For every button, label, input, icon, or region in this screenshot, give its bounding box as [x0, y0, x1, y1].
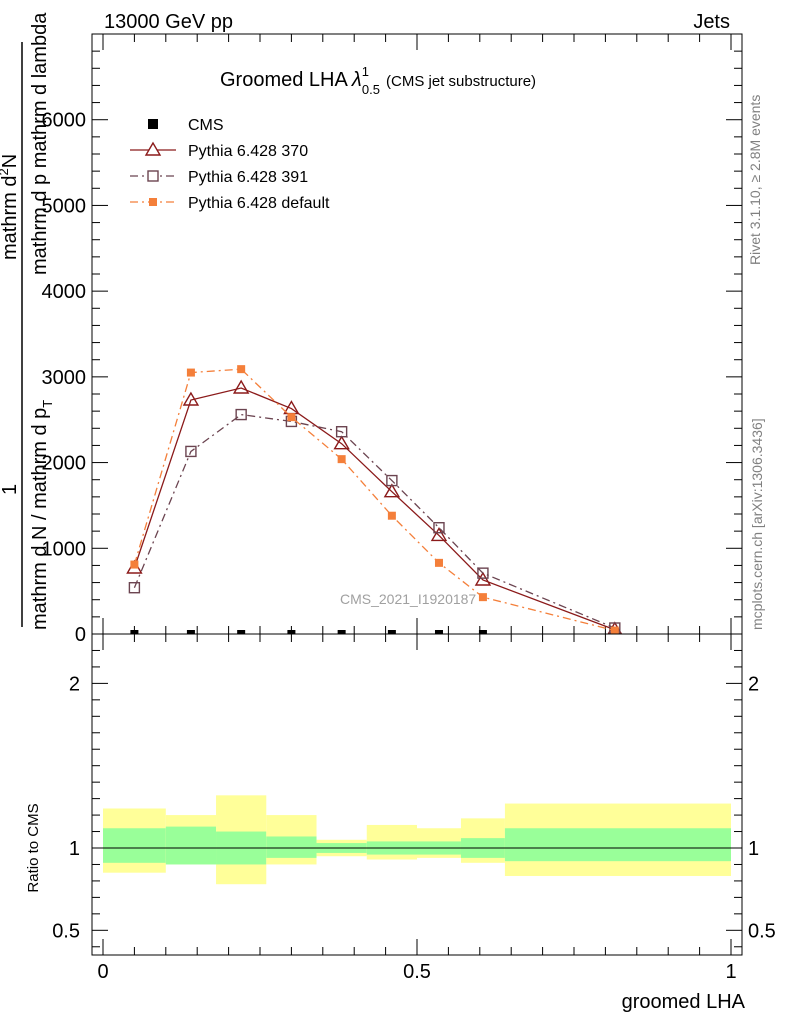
- legend-marker-filled: [149, 198, 157, 206]
- ratio-band-inner: [504, 828, 731, 862]
- legend-label: CMS: [188, 117, 224, 134]
- series-marker-triangle: [182, 391, 200, 406]
- ylabel-sub-T: T: [40, 400, 55, 408]
- series-marker-filled: [610, 626, 619, 635]
- title-suffix: (CMS jet substructure): [386, 73, 536, 90]
- y-tick-label: 1000: [42, 538, 87, 560]
- legend-label: Pythia 6.428 370: [188, 143, 308, 160]
- ratio-y-tick-label-left: 2: [69, 673, 80, 695]
- header-left: 13000 GeV pp: [104, 11, 233, 33]
- ratio-y-tick-label-left: 1: [69, 838, 80, 860]
- y-tick-label: 3000: [42, 367, 87, 389]
- series-marker-filled: [130, 560, 139, 569]
- x-tick-label: 0.5: [403, 961, 431, 983]
- series-marker-square: [185, 445, 197, 458]
- series-marker-square: [477, 567, 489, 579]
- legend-label: Pythia 6.428 391: [188, 169, 308, 186]
- ratio-band-inner: [103, 828, 166, 863]
- y-tick-label: 2000: [42, 453, 87, 475]
- series-line-1: [133, 387, 616, 631]
- ratio-frame: [91, 633, 743, 956]
- legend-marker-square: [147, 170, 159, 182]
- series-marker-square: [386, 474, 398, 487]
- x-tick-label: 1: [725, 961, 736, 983]
- series-marker-square: [335, 426, 348, 438]
- main-axis-ticks: 0 1000 2000 3000 4000 5000 6000: [42, 34, 742, 646]
- y-tick-label: 5000: [42, 195, 87, 217]
- legend-marker-triangle: [144, 141, 162, 156]
- plot-title: Groomed LHA λ1 0.5 (CMS jet substructure): [220, 64, 536, 97]
- x-tick-label: 0: [97, 961, 108, 983]
- series-marker-filled: [337, 455, 346, 464]
- title-main: Groomed LHA: [220, 69, 348, 91]
- mcplots-label: mcplots.cern.ch [arXiv:1306.3436]: [749, 418, 765, 630]
- ratio-band-inner: [165, 826, 217, 865]
- main-plot-area: [91, 33, 743, 635]
- ylabel-inner-num2: N: [0, 154, 21, 168]
- series-marker-filled: [287, 413, 296, 422]
- main-ylabel: mathrm d N / mathrm d pT 1 mathrm d2N ma…: [0, 12, 55, 630]
- y-tick-label: 4000: [42, 281, 87, 303]
- ylabel-outer-num: 1: [0, 484, 21, 495]
- legend-marker-cms: [148, 119, 158, 129]
- ratio-y-tick-label-right: 0.5: [748, 920, 776, 942]
- title-sub: 0.5: [362, 82, 380, 97]
- title-symbol: λ: [351, 69, 362, 91]
- y-tick-label: 6000: [42, 110, 87, 132]
- ratio-bands: [91, 633, 743, 956]
- header-right: Jets: [693, 11, 730, 33]
- legend-label: Pythia 6.428 default: [188, 195, 330, 212]
- ylabel-outer-den: mathrm d N / mathrm d p: [29, 408, 51, 630]
- series-marker-triangle: [430, 527, 448, 542]
- ratio-ylabel: Ratio to CMS: [25, 803, 42, 892]
- legend: CMS Pythia 6.428 370 Pythia 6.428 391 Pythi…: [130, 117, 330, 212]
- series-marker-filled: [186, 368, 195, 377]
- series-marker-filled: [237, 365, 246, 374]
- ylabel-inner-den: mathrm d p mathrm d lambda: [29, 12, 51, 275]
- series-marker-triangle: [474, 571, 492, 586]
- y-tick-label: 0: [75, 624, 86, 646]
- series-marker-triangle: [383, 483, 401, 498]
- ratio-y-tick-label-left: 0.5: [52, 920, 80, 942]
- series-marker-square: [235, 408, 247, 421]
- rivet-label: Rivet 3.1.10, ≥ 2.8M events: [747, 95, 763, 265]
- series-marker-filled: [478, 593, 487, 602]
- main-frame: [91, 33, 743, 635]
- series-marker-filled: [387, 511, 396, 520]
- series-marker-square: [433, 522, 445, 534]
- ratio-y-tick-label-right: 1: [748, 838, 759, 860]
- ratio-y-tick-label-right: 2: [748, 673, 759, 695]
- series-marker-triangle: [333, 435, 350, 450]
- x-axis-label: groomed LHA: [622, 991, 746, 1013]
- svg-text:mathrm d2N: mathrm d2N: [0, 154, 21, 260]
- title-sup: 1: [362, 64, 369, 79]
- series-marker-triangle: [232, 379, 250, 394]
- series-line-2: [133, 413, 616, 629]
- ratio-band-inner: [266, 836, 317, 858]
- svg-text:mathrm d N / mathrm d pT: mathrm d N / mathrm d pT: [29, 400, 55, 630]
- ratio-axis-ticks: 0.5 0.5 1 1 2 2 0 0.5 1: [52, 634, 776, 983]
- ylabel-inner-num: mathrm d: [0, 176, 21, 260]
- series-marker-filled: [434, 558, 443, 567]
- watermark: CMS_2021_I1920187: [340, 591, 476, 607]
- series-marker-square: [128, 582, 141, 594]
- ylabel-inner-sup: 2: [0, 168, 11, 175]
